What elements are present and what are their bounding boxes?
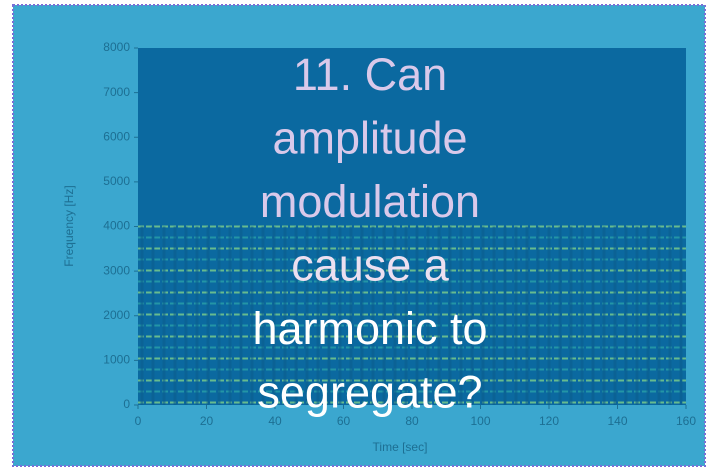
y-tick-label: 2000 xyxy=(103,308,130,322)
y-tick-label: 8000 xyxy=(103,40,130,54)
x-axis-label: Time [sec] xyxy=(373,440,428,454)
y-tick-label: 6000 xyxy=(103,129,130,143)
y-tick-label: 3000 xyxy=(103,263,130,277)
overlay-title-line: amplitude xyxy=(272,112,467,163)
x-tick-label: 160 xyxy=(676,414,696,428)
overlay-title-line: 11. Can xyxy=(293,49,447,100)
x-tick-label: 20 xyxy=(200,414,214,428)
x-tick-label: 0 xyxy=(135,414,142,428)
y-tick-label: 4000 xyxy=(103,219,130,233)
y-tick-label: 7000 xyxy=(103,85,130,99)
y-axis-label: Frequency [Hz] xyxy=(62,185,76,266)
chart: Time [sec] Frequency [Hz] 0 1000 2000 3000 4… xyxy=(0,0,706,467)
x-tick-label: 120 xyxy=(539,414,559,428)
overlay-title-line: harmonic to xyxy=(252,303,487,354)
y-tick-label: 5000 xyxy=(103,174,130,188)
overlay-title-line: segregate? xyxy=(257,366,482,417)
y-tick-label: 0 xyxy=(123,397,130,411)
page: Time [sec] Frequency [Hz] 0 1000 2000 3000 4… xyxy=(0,0,706,467)
overlay-title-line: cause a xyxy=(291,239,450,290)
y-tick-label: 1000 xyxy=(103,353,130,367)
overlay-title-line: modulation xyxy=(260,176,480,227)
x-tick-label: 140 xyxy=(607,414,627,428)
